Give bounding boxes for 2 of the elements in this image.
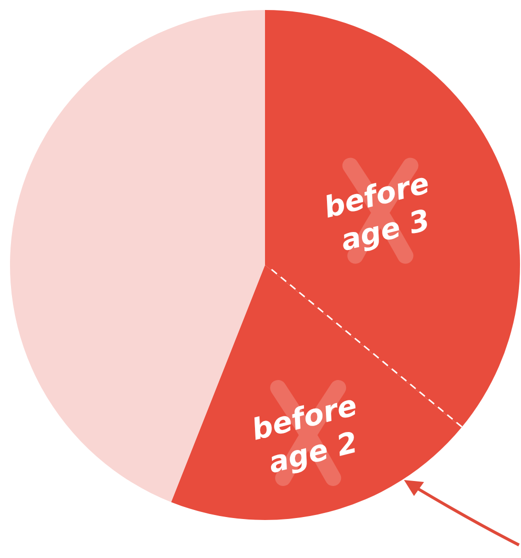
slice-label: before age 2	[248, 388, 361, 480]
slice-label: before age 3	[320, 166, 434, 258]
